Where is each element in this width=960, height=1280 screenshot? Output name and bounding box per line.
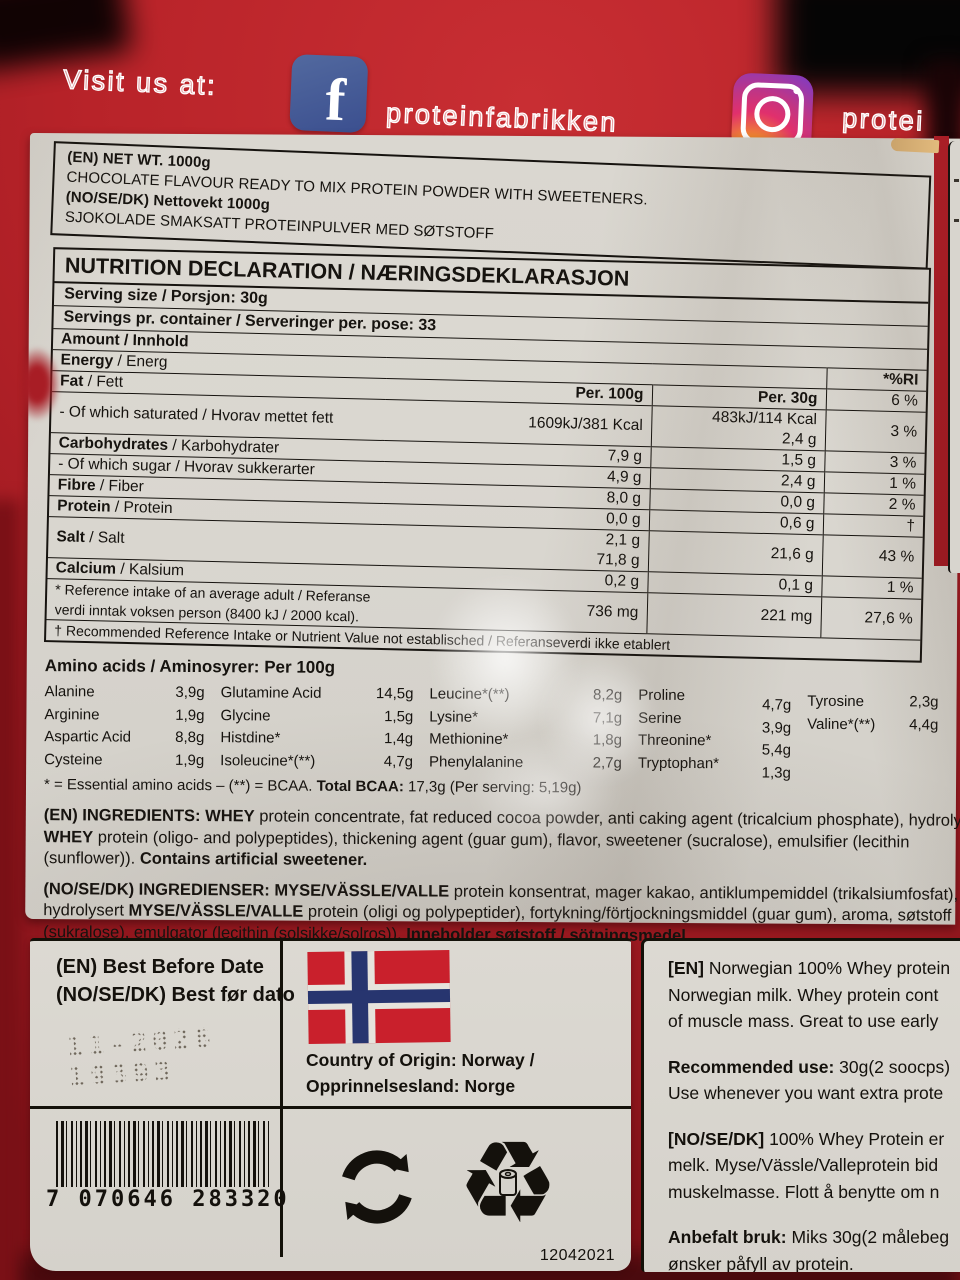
paper-roll-icon	[499, 1169, 517, 1196]
print-code: 12042021	[539, 1247, 615, 1264]
red-wrinkle-glare	[22, 336, 72, 432]
description-no-line: [NO/SE/DK] 100% Whey Protein er	[668, 1128, 945, 1149]
label-corner-curl	[890, 137, 940, 154]
green-dot-recycling-icon	[340, 1150, 414, 1224]
recommended-use-line: Recommended use: 30g(2 soocps)	[668, 1056, 951, 1077]
description-en-line: [EN] Norwegian 100% Whey protein	[668, 958, 951, 978]
barcode	[56, 1121, 272, 1187]
facebook-handle: proteinfabrikken	[385, 97, 619, 138]
anbefalt-bruk-line: ønsker påfyll av protein.	[668, 1253, 854, 1273]
best-before-heading: (EN) Best Before Date (NO/SE/DK) Best fø…	[56, 956, 295, 1006]
description-no-line: muskelmasse. Flott å benytte om n	[668, 1181, 940, 1202]
nutrition-label: (EN) NET WT. 1000g CHOCOLATE FLAVOUR REA…	[25, 133, 960, 945]
barcode-digits: 7 070646 283320	[46, 1187, 290, 1212]
facebook-icon: f	[289, 53, 369, 133]
anbefalt-bruk-line: Anbefalt bruk: Miks 30g(2 målebeg	[668, 1227, 950, 1247]
bag-gap-strip	[934, 136, 949, 566]
visit-us-label: Visit us at:	[62, 64, 218, 102]
nutrition-table: Amount / Innhold Energy / Energ *%RI Fat…	[46, 329, 927, 661]
nutrition-declaration-box: NUTRITION DECLARATION / NÆRINGSDEKLARASJ…	[43, 247, 932, 663]
photo-dark-edge	[0, 500, 20, 1280]
amino-acids-section: Amino acids / Aminosyrer: Per 100g Alani…	[44, 656, 955, 799]
panel-divider-horizontal	[30, 1106, 631, 1109]
description-panel: [EN] Norwegian 100% Whey protein Norwegi…	[641, 938, 960, 1272]
facebook-f-glyph: f	[324, 66, 347, 134]
recommended-use-line: Use whenever you want extra prote	[668, 1083, 944, 1103]
ingredients-en: (EN) INGREDIENTS: WHEY protein concentra…	[43, 806, 960, 870]
adjacent-panel-edge	[948, 141, 960, 573]
description-en-line: Norwegian milk. Whey protein cont	[668, 984, 939, 1005]
country-of-origin: Country of Origin: Norway / Opprinnelses…	[306, 1050, 535, 1096]
norway-flag	[307, 950, 451, 1044]
description-no-line: melk. Myse/Vässle/Valleprotein bid	[668, 1155, 939, 1175]
best-before-barcode-panel: (EN) Best Before Date (NO/SE/DK) Best fø…	[30, 938, 631, 1271]
instagram-handle: protei	[841, 102, 926, 137]
panel-divider-vertical	[280, 941, 283, 1257]
best-before-date-stamp: 11-2026 19393	[66, 1022, 217, 1094]
description-en-line: of muscle mass. Great to use early	[668, 1011, 939, 1031]
recycling-triangle-icon: ♻	[440, 1126, 576, 1247]
